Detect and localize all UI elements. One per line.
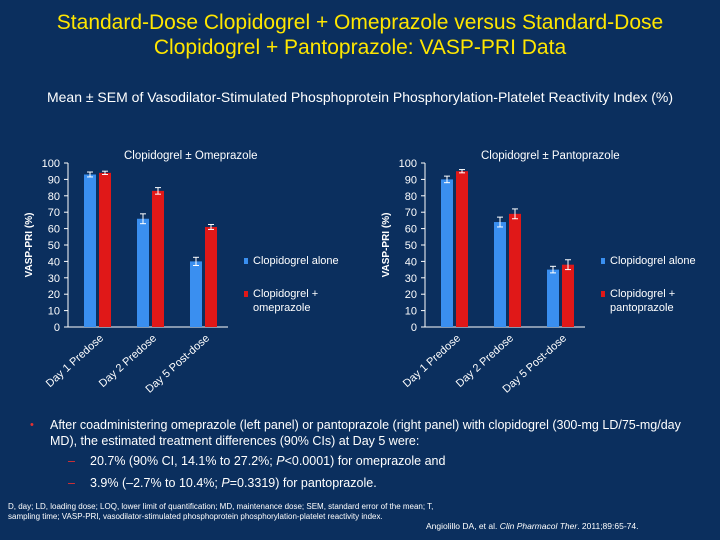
left-bar-alone (137, 218, 149, 327)
left-y-tick-label: 30 (48, 273, 60, 285)
bullet-text: After coadministering omeprazole (left p… (50, 418, 681, 448)
left-legend-swatch (244, 258, 248, 264)
right-bar-combo (562, 264, 574, 327)
right-y-tick-label: 80 (405, 191, 417, 203)
citation: Angiolillo DA, et al. Clin Pharmacol The… (426, 521, 639, 531)
right-legend-swatch (601, 258, 605, 264)
sub-bullet-omeprazole-text: 20.7% (90% CI, 14.1% to 27.2%; P<0.0001)… (90, 454, 446, 468)
right-y-axis-label: VASP-PRI (%) (381, 213, 392, 278)
left-bar-combo (99, 172, 111, 327)
left-legend-label: Clopidogrel alone (253, 255, 339, 267)
right-bar-alone (547, 269, 559, 327)
left-bar-combo (152, 190, 164, 327)
right-y-tick-label: 40 (405, 256, 417, 268)
right-y-tick-label: 30 (405, 273, 417, 285)
left-y-tick-label: 100 (42, 158, 60, 170)
sub-bullet-omeprazole: –20.7% (90% CI, 14.1% to 27.2%; P<0.0001… (68, 454, 446, 468)
slide-title: Standard-Dose Clopidogrel + Omeprazole v… (56, 11, 664, 59)
left-y-tick-label: 60 (48, 224, 60, 236)
right-y-tick-label: 10 (405, 306, 417, 318)
right-y-tick-label: 70 (405, 207, 417, 219)
left-y-tick-label: 0 (54, 322, 60, 334)
left-bar-alone (190, 261, 202, 327)
right-legend-label: Clopidogrel alone (610, 255, 696, 267)
right-bar-alone (441, 179, 453, 327)
left-chart-title: Clopidogrel ± Omeprazole (124, 150, 258, 162)
left-y-tick-label: 80 (48, 191, 60, 203)
left-y-tick-label: 10 (48, 306, 60, 318)
right-y-tick-label: 90 (405, 174, 417, 186)
right-y-tick-label: 50 (405, 240, 417, 252)
right-legend-label: Clopidogrel + pantoprazole (610, 288, 675, 314)
left-legend-swatch (244, 291, 248, 297)
right-bar-combo (509, 213, 521, 327)
right-y-tick-label: 0 (411, 322, 417, 334)
left-bar-combo (205, 226, 217, 327)
right-bar-alone (494, 222, 506, 327)
sub-bullet-pantoprazole-text: 3.9% (–2.7% to 10.4%; P=0.3319) for pant… (90, 476, 377, 490)
slide-subtitle: Mean ± SEM of Vasodilator-Stimulated Pho… (46, 89, 674, 105)
left-y-tick-label: 50 (48, 240, 60, 252)
left-y-axis-label: VASP-PRI (%) (24, 213, 35, 278)
right-y-tick-label: 20 (405, 289, 417, 301)
left-y-tick-label: 40 (48, 256, 60, 268)
bullet-icon: • (30, 419, 34, 431)
right-y-tick-label: 100 (399, 158, 417, 170)
right-bar-combo (456, 171, 468, 327)
left-y-tick-label: 70 (48, 207, 60, 219)
right-chart-title: Clopidogrel ± Pantoprazole (481, 150, 620, 162)
sub-bullet-pantoprazole: –3.9% (–2.7% to 10.4%; P=0.3319) for pan… (68, 476, 377, 490)
right-legend-swatch (601, 291, 605, 297)
right-y-tick-label: 60 (405, 224, 417, 236)
left-y-tick-label: 20 (48, 289, 60, 301)
footnote: D, day; LD, loading dose; LOQ, lower lim… (8, 502, 434, 521)
left-bar-alone (84, 174, 96, 327)
left-y-tick-label: 90 (48, 174, 60, 186)
left-legend-label: Clopidogrel + omeprazole (253, 288, 318, 314)
